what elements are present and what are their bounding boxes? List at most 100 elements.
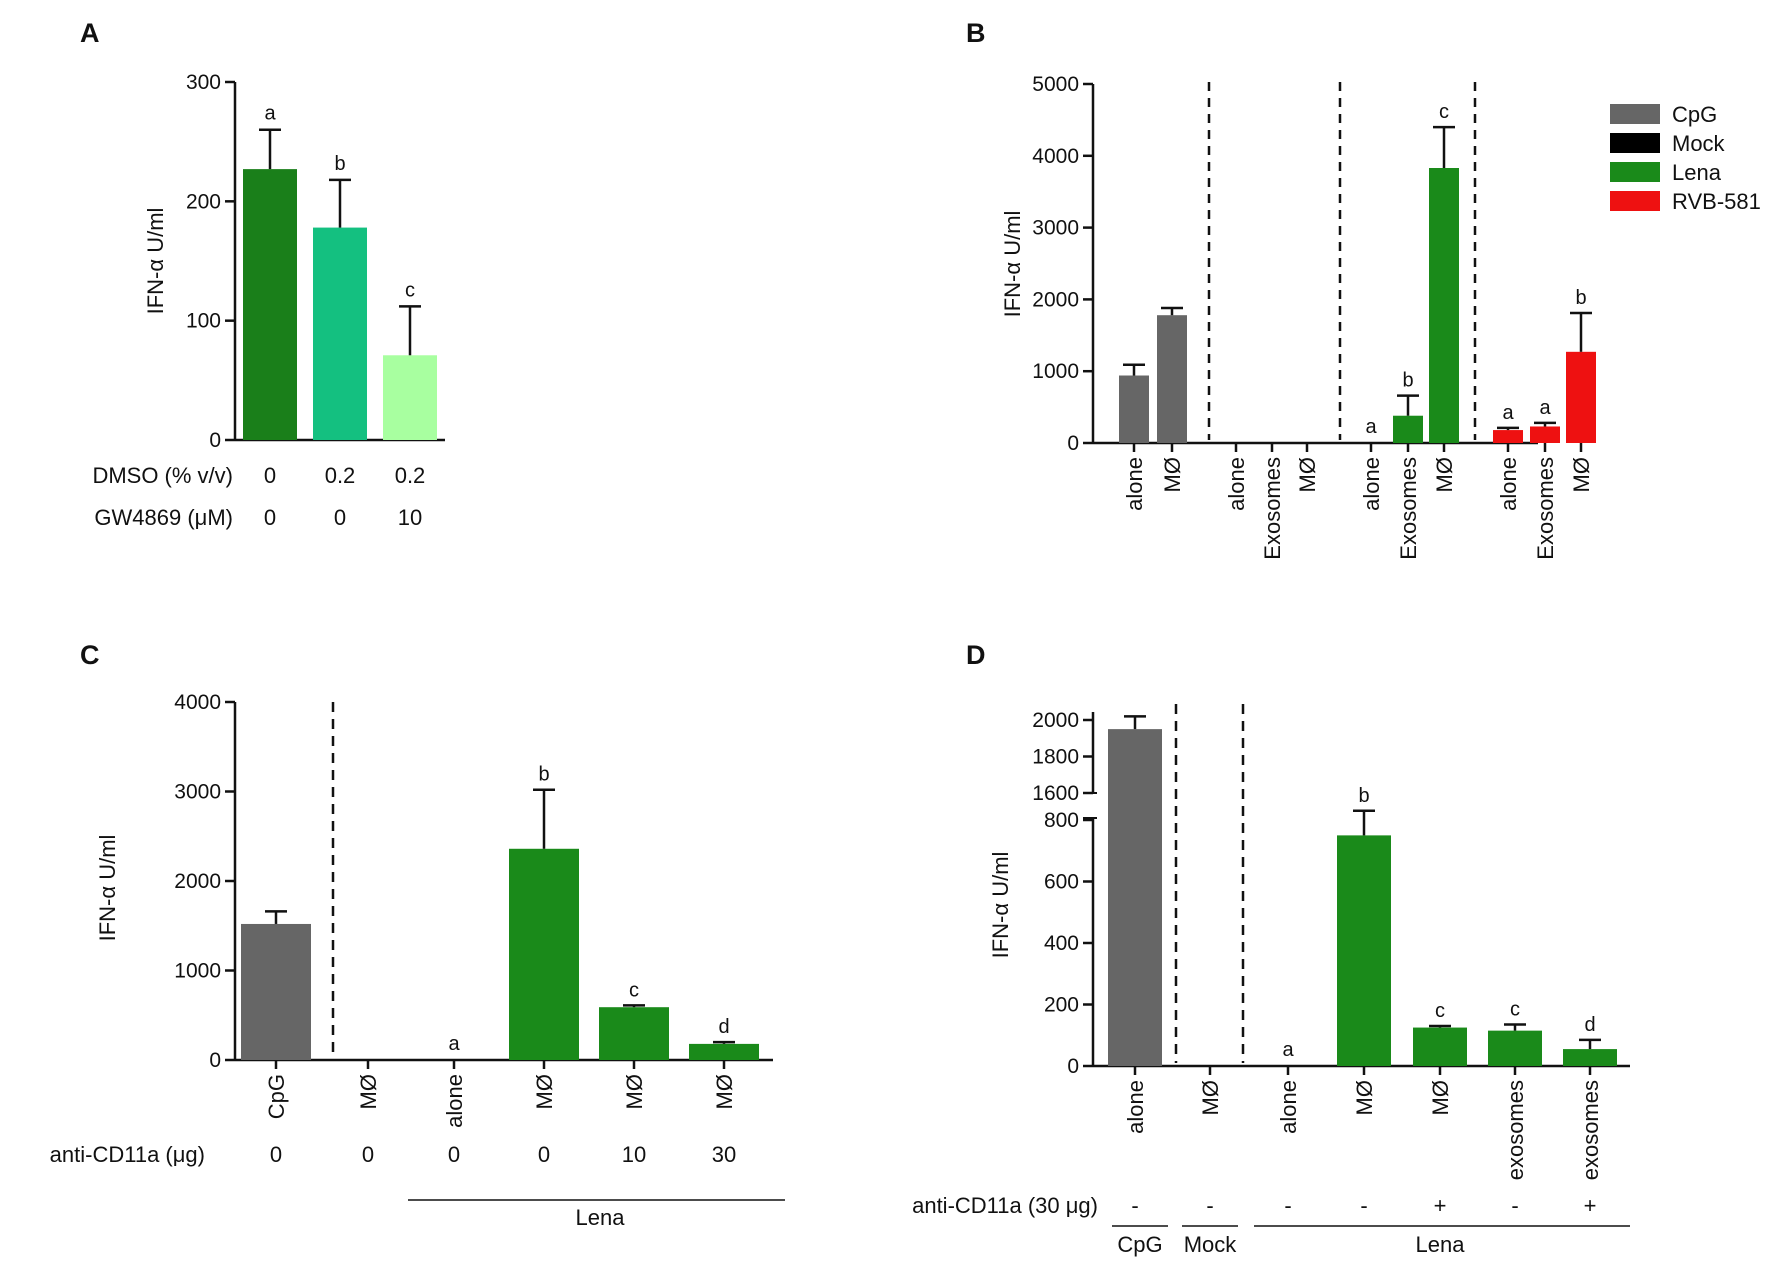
a-row-value: 0 [334, 505, 346, 530]
d-y-tick-label: 1600 [1032, 782, 1079, 805]
a-row-value: 10 [398, 505, 422, 530]
b-sig-label: a [1365, 416, 1377, 438]
d-sig-label: a [1282, 1039, 1294, 1061]
d-y-tick-label: 400 [1044, 932, 1079, 955]
d-group-label: Lena [1416, 1232, 1466, 1257]
a-y-tick-label: 0 [209, 429, 221, 452]
c-x-tick-label: MØ [712, 1074, 737, 1109]
d-bar [1337, 835, 1391, 1066]
c-row-value: 0 [270, 1142, 282, 1167]
b-y-tick-label: 1000 [1032, 360, 1079, 383]
panel-label-b: B [966, 18, 986, 48]
c-sig-label: b [538, 764, 549, 786]
c-bar [241, 923, 311, 1060]
b-y-tick-label: 0 [1067, 432, 1079, 455]
d-row-value: - [1360, 1193, 1367, 1218]
c-x-tick-label: CpG [264, 1074, 289, 1119]
b-x-tick-label: Exosomes [1260, 457, 1285, 560]
a-row-value: 0.2 [325, 463, 356, 488]
panel-label-d: D [966, 640, 986, 670]
a-row-value: 0.2 [395, 463, 426, 488]
b-legend-label: Mock [1672, 131, 1726, 156]
a-y-tick-label: 100 [186, 310, 221, 333]
d-y-tick-label: 800 [1044, 809, 1079, 832]
b-bar [1393, 415, 1423, 443]
b-legend-swatch [1610, 162, 1660, 182]
panel-label-a: A [80, 18, 100, 48]
d-sig-label: b [1358, 785, 1369, 807]
b-legend-swatch [1610, 133, 1660, 153]
b-x-tick-label: MØ [1160, 457, 1185, 492]
c-bar [599, 1007, 669, 1060]
a-y-tick-label: 300 [186, 71, 221, 94]
b-legend-label: Lena [1672, 160, 1722, 185]
b-x-tick-label: MØ [1295, 457, 1320, 492]
c-y-tick-label: 1000 [174, 960, 221, 983]
c-y-tick-label: 4000 [174, 691, 221, 714]
b-sig-label: a [1502, 402, 1514, 424]
b-legend-label: CpG [1672, 102, 1717, 127]
d-y-axis-label: IFN-α U/ml [988, 852, 1013, 959]
c-x-tick-label: MØ [356, 1074, 381, 1109]
b-x-tick-label: MØ [1569, 457, 1594, 492]
b-bar [1566, 351, 1596, 443]
c-row-label: anti-CD11a (μg) [50, 1142, 205, 1167]
a-sig-label: a [264, 103, 276, 125]
c-bar [509, 848, 579, 1060]
a-row-value: 0 [264, 505, 276, 530]
a-bar [383, 355, 437, 440]
d-sig-label: c [1435, 1000, 1445, 1022]
c-row-value: 30 [712, 1142, 736, 1167]
a-row-label: DMSO (% v/v) [92, 463, 233, 488]
b-x-tick-label: Exosomes [1533, 457, 1558, 560]
d-y-tick-label: 0 [1067, 1055, 1079, 1078]
d-y-tick-label: 2000 [1032, 709, 1079, 732]
b-bar [1530, 426, 1560, 443]
b-y-tick-label: 2000 [1032, 288, 1079, 311]
a-y-axis-label: IFN-α U/ml [143, 208, 168, 315]
b-y-axis-label: IFN-α U/ml [1000, 211, 1025, 318]
d-row-value: - [1131, 1193, 1138, 1218]
b-sig-label: c [1439, 101, 1449, 123]
b-x-tick-label: Exosomes [1396, 457, 1421, 560]
d-row-value: - [1284, 1193, 1291, 1218]
a-bar [313, 227, 367, 440]
d-row-value: + [1434, 1193, 1447, 1218]
b-bar [1429, 168, 1459, 444]
b-x-tick-label: alone [1224, 457, 1249, 511]
d-x-tick-label: MØ [1352, 1080, 1377, 1115]
b-x-tick-label: alone [1122, 457, 1147, 511]
c-x-tick-label: alone [442, 1074, 467, 1128]
d-y-tick-label: 600 [1044, 871, 1079, 894]
d-x-tick-label: alone [1123, 1080, 1148, 1134]
b-legend-label: RVB-581 [1672, 189, 1761, 214]
a-bar [243, 169, 297, 440]
d-row-value: - [1206, 1193, 1213, 1218]
b-sig-label: b [1575, 287, 1586, 309]
c-row-value: 0 [362, 1142, 374, 1167]
b-bar [1119, 375, 1149, 443]
a-y-tick-label: 200 [186, 190, 221, 213]
d-x-tick-label: MØ [1198, 1080, 1223, 1115]
d-bar [1563, 1049, 1617, 1066]
d-y-tick-label: 1800 [1032, 746, 1079, 769]
d-x-tick-label: alone [1276, 1080, 1301, 1134]
d-x-tick-label: exosomes [1578, 1080, 1603, 1180]
c-group-label: Lena [576, 1205, 626, 1230]
b-sig-label: a [1539, 397, 1551, 419]
d-sig-label: d [1584, 1014, 1595, 1036]
b-x-tick-label: MØ [1432, 457, 1457, 492]
a-row-value: 0 [264, 463, 276, 488]
d-x-tick-label: MØ [1428, 1080, 1453, 1115]
a-sig-label: b [334, 153, 345, 175]
d-x-tick-label: exosomes [1503, 1080, 1528, 1180]
b-y-tick-label: 3000 [1032, 217, 1079, 240]
c-sig-label: c [629, 979, 639, 1001]
c-x-tick-label: MØ [622, 1074, 647, 1109]
c-row-value: 0 [538, 1142, 550, 1167]
d-bar [1108, 789, 1162, 1066]
b-legend-swatch [1610, 191, 1660, 211]
d-bar [1413, 1027, 1467, 1066]
b-bar [1157, 315, 1187, 443]
